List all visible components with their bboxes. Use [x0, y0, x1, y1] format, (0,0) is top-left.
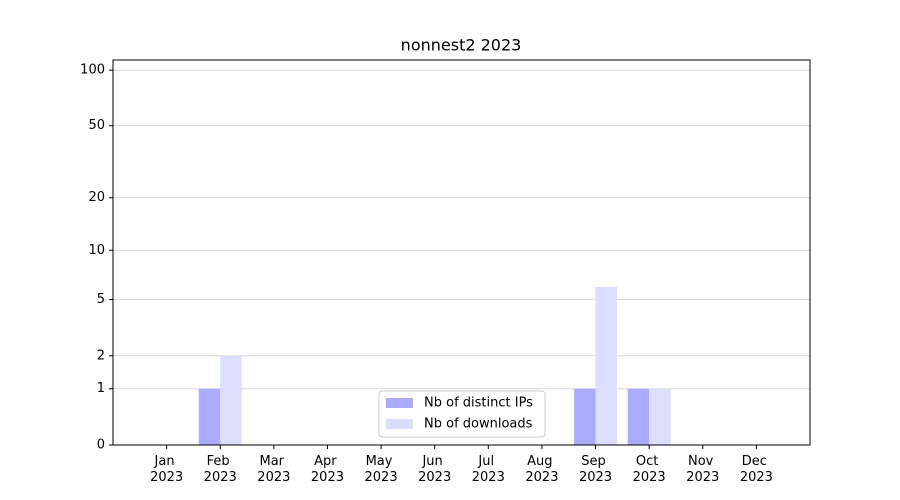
- legend-box: [378, 390, 546, 438]
- x-tick-label: May 2023: [365, 454, 398, 485]
- y-tick-label: 10: [88, 243, 105, 258]
- x-tick-label: Aug 2023: [525, 454, 558, 485]
- bar: [220, 355, 242, 445]
- x-tick-label: Sep 2023: [579, 454, 612, 485]
- x-tick-label: Mar 2023: [257, 454, 290, 485]
- legend: Nb of distinct IPs Nb of downloads: [378, 390, 546, 438]
- bar: [574, 388, 596, 445]
- x-tick-label: Feb 2023: [204, 454, 237, 485]
- bar: [198, 388, 221, 445]
- x-tick-label: Apr 2023: [311, 454, 344, 485]
- y-tick-label: 5: [97, 292, 105, 307]
- chart-title: nonnest2 2023: [401, 36, 522, 55]
- x-tick-label: Jul 2023: [472, 454, 505, 485]
- y-tick-label: 1: [97, 381, 105, 396]
- bar: [649, 388, 671, 445]
- y-tick-label: 0: [97, 438, 105, 453]
- x-tick-label: Nov 2023: [686, 454, 719, 485]
- legend-label: Nb of distinct IPs: [424, 396, 533, 411]
- y-tick-label: 2: [97, 348, 105, 363]
- plot-frame: [112, 59, 811, 446]
- y-tick-label: 50: [88, 118, 105, 133]
- x-tick-label: Dec 2023: [740, 454, 773, 485]
- x-tick-label: Jun 2023: [418, 454, 451, 485]
- x-tick-label: Jan 2023: [150, 454, 183, 485]
- y-tick-label: 100: [80, 63, 105, 78]
- legend-swatch: [386, 419, 413, 429]
- legend-swatch: [386, 398, 413, 408]
- legend-label: Nb of downloads: [424, 417, 533, 432]
- x-tick-label: Oct 2023: [633, 454, 666, 485]
- bar: [627, 388, 650, 445]
- y-tick-label: 20: [88, 190, 105, 205]
- bar: [595, 286, 617, 445]
